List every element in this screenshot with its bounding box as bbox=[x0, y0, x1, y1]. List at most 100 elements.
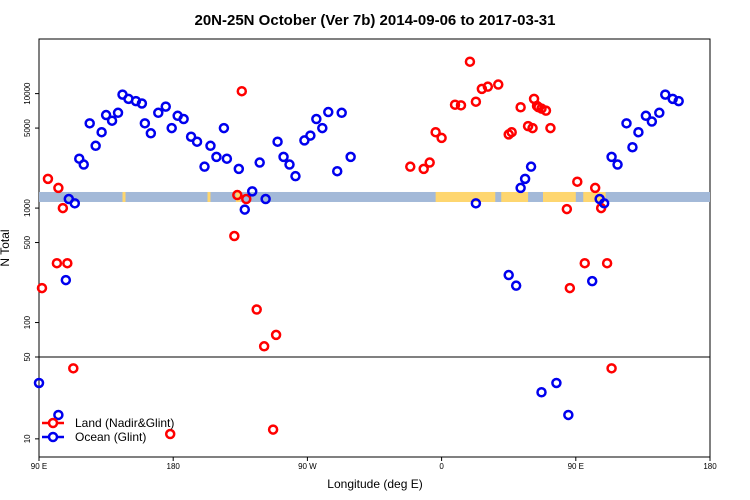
ocean-point bbox=[69, 198, 81, 209]
ocean-point bbox=[660, 89, 671, 100]
x-axis-label: Longitude (deg E) bbox=[327, 477, 422, 491]
ocean-point bbox=[323, 106, 334, 118]
ocean-point bbox=[100, 109, 112, 121]
ocean-point bbox=[185, 131, 197, 142]
land-band-segment bbox=[122, 191, 126, 202]
legend-marker-ocean bbox=[47, 431, 59, 443]
land-band-segment bbox=[583, 191, 606, 202]
ocean-point bbox=[633, 126, 644, 138]
ocean-point bbox=[239, 204, 251, 215]
land-point bbox=[545, 122, 556, 134]
land-point bbox=[601, 257, 613, 269]
ocean-point bbox=[311, 113, 322, 125]
y-tick-label: 10000 bbox=[23, 82, 32, 105]
land-point bbox=[579, 257, 590, 269]
land-point bbox=[436, 132, 447, 144]
ocean-point bbox=[106, 115, 118, 126]
ocean-point bbox=[621, 118, 632, 129]
land-band-segment bbox=[501, 191, 529, 202]
land-point bbox=[561, 203, 573, 215]
ocean-point bbox=[640, 110, 652, 122]
ocean-point bbox=[305, 130, 316, 141]
land-point bbox=[232, 189, 243, 201]
ocean-point bbox=[160, 101, 171, 112]
land-point bbox=[62, 257, 73, 269]
ocean-point bbox=[519, 173, 531, 185]
ocean-point bbox=[246, 186, 258, 197]
land-point bbox=[536, 103, 547, 114]
ocean-point bbox=[136, 98, 148, 109]
ocean-band bbox=[39, 191, 710, 202]
ocean-point bbox=[221, 153, 233, 164]
ocean-point bbox=[233, 163, 245, 175]
ocean-point bbox=[598, 198, 610, 209]
ocean-point bbox=[515, 182, 526, 194]
ocean-point bbox=[646, 116, 658, 127]
land-band-segment bbox=[542, 191, 576, 202]
land-point bbox=[515, 102, 526, 113]
ocean-point bbox=[551, 377, 562, 389]
land-point bbox=[241, 193, 252, 205]
y-tick-label: 50 bbox=[23, 352, 32, 361]
ocean-point bbox=[60, 274, 72, 286]
x-tick-label: 180 bbox=[703, 462, 717, 471]
land-point bbox=[68, 363, 79, 374]
ocean-point bbox=[606, 151, 617, 163]
land-point bbox=[57, 202, 69, 214]
ocean-point bbox=[673, 95, 684, 107]
land-point bbox=[572, 176, 583, 187]
ocean-point bbox=[470, 198, 482, 209]
y-axis-label: N Total bbox=[0, 229, 12, 266]
x-tick-label: 90 E bbox=[31, 462, 47, 471]
ocean-point bbox=[260, 193, 271, 205]
plot-frame bbox=[38, 38, 711, 458]
y-tick-label: 1000 bbox=[23, 199, 32, 217]
land-point bbox=[589, 182, 601, 194]
land-point bbox=[270, 329, 282, 341]
land-point bbox=[522, 120, 534, 132]
ocean-point bbox=[525, 161, 537, 172]
ocean-point bbox=[199, 161, 210, 172]
x-tick-label: 90 W bbox=[298, 462, 317, 471]
ocean-point bbox=[654, 107, 665, 119]
land-point bbox=[51, 257, 63, 269]
legend-label-land: Land (Nadir&Glint) bbox=[75, 416, 174, 430]
land-point bbox=[258, 341, 270, 352]
ocean-point bbox=[612, 159, 623, 170]
ocean-point bbox=[331, 165, 343, 177]
land-point bbox=[405, 161, 416, 172]
land-point bbox=[229, 230, 240, 242]
land-point bbox=[42, 173, 54, 185]
x-tick-label: 0 bbox=[439, 462, 444, 471]
ocean-point bbox=[563, 409, 574, 421]
legend-label-ocean: Ocean (Glint) bbox=[75, 430, 146, 444]
land-point bbox=[267, 424, 279, 435]
ocean-point bbox=[503, 269, 514, 281]
land-point bbox=[424, 157, 435, 168]
ocean-point bbox=[336, 107, 347, 119]
land-point bbox=[418, 163, 429, 175]
y-tick-label: 100 bbox=[23, 315, 32, 329]
ocean-point bbox=[84, 118, 95, 129]
ocean-point bbox=[317, 122, 328, 134]
ocean-point bbox=[139, 118, 151, 129]
ocean-point bbox=[211, 151, 222, 163]
ocean-point bbox=[205, 140, 216, 152]
chart-title: 20N-25N October (Ver 7b) 2014-09-06 to 2… bbox=[194, 12, 555, 29]
ocean-point bbox=[96, 126, 107, 138]
ocean-point bbox=[178, 113, 189, 125]
ocean-point bbox=[218, 122, 230, 134]
land-point bbox=[564, 282, 576, 294]
ocean-point bbox=[536, 387, 547, 398]
ocean-point bbox=[345, 151, 356, 163]
ocean-point bbox=[90, 140, 101, 152]
land-point bbox=[164, 428, 176, 440]
land-band-segment bbox=[207, 191, 211, 202]
y-tick-label: 10 bbox=[23, 434, 32, 443]
ocean-point bbox=[153, 107, 164, 119]
land-point bbox=[606, 363, 617, 374]
ocean-point bbox=[112, 107, 124, 119]
land-point bbox=[482, 81, 494, 92]
x-tick-label: 180 bbox=[167, 462, 181, 471]
